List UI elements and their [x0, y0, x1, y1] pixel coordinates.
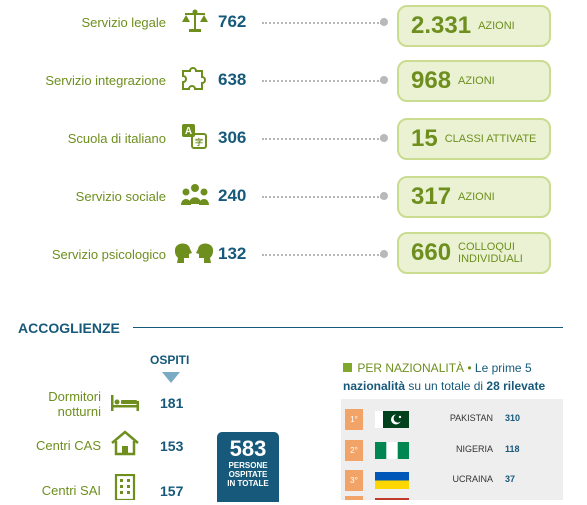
service-result-value: 2.331: [411, 12, 472, 39]
total-guests-number: 583: [229, 436, 267, 461]
service-result-unit-line1: COLLOQUI: [458, 241, 515, 253]
country-name: NIGERIA: [455, 444, 493, 454]
service-count: 306: [218, 128, 247, 147]
country-name: UCRAINA: [452, 474, 493, 484]
service-label: Servizio sociale: [75, 189, 166, 204]
country-value: 310: [505, 413, 521, 423]
connector-dot: [380, 192, 388, 200]
service-count: 132: [218, 244, 247, 263]
nationality-title: PER NAZIONALITÀ: [357, 361, 465, 375]
accommodation-label-line1: Centri SAI: [41, 483, 101, 498]
building-icon: [109, 473, 141, 502]
puzzle-icon: [180, 66, 210, 92]
service-result-box: 317 AZIONI: [397, 176, 551, 218]
nationality-text2: nazionalità: [343, 379, 406, 393]
bullet: •: [467, 361, 472, 375]
service-result-unit: AZIONI: [458, 191, 495, 203]
nationality-total: 28 rilevate: [486, 379, 546, 393]
section-divider: [133, 327, 563, 328]
accommodation-label-line2: notturni: [57, 404, 101, 419]
service-result-unit-line2: INDIVIDUALI: [458, 253, 523, 265]
service-label: Servizio psicologico: [51, 247, 166, 262]
accommodation-label: Centri CAS: [0, 438, 101, 453]
accommodation-count: 181: [160, 395, 184, 411]
rank-badge: 2°: [345, 440, 363, 461]
dotted-connector: [262, 22, 382, 24]
connector-dot: [380, 250, 388, 258]
svg-text:字: 字: [195, 137, 203, 147]
service-count: 638: [218, 70, 247, 89]
total-guests-line1: PERSONE: [228, 461, 268, 470]
service-result-value: 15: [411, 125, 438, 152]
dotted-connector: [262, 254, 382, 256]
service-result-value: 968: [411, 67, 452, 94]
rank-badge: 3°: [345, 470, 363, 491]
service-result-value: 660: [411, 239, 452, 266]
rank-badge: [345, 496, 363, 500]
service-result-box: 2.331 AZIONI: [397, 5, 551, 47]
nigeria-flag-icon: [375, 442, 409, 459]
down-arrow-icon: [162, 372, 180, 383]
total-guests-line2: OSPITATE: [228, 470, 268, 479]
service-label: Scuola di italiano: [67, 131, 166, 146]
service-result-box: 968 AZIONI: [397, 60, 551, 102]
connector-dot: [380, 134, 388, 142]
flag-icon: [375, 498, 409, 500]
heads-talking-icon: [172, 238, 216, 264]
accommodation-label: Dormitori notturni: [0, 389, 101, 419]
accommodation-label-line1: Dormitori: [48, 389, 101, 404]
service-label: Servizio integrazione: [45, 73, 166, 88]
nationality-text1: Le prime 5: [474, 361, 532, 375]
nationality-row: 1° PAKISTAN 310: [345, 409, 563, 430]
service-result-value: 317: [411, 183, 452, 210]
bed-icon: [109, 389, 141, 415]
service-result-unit: CLASSI ATTIVATE: [444, 133, 537, 145]
dotted-connector: [262, 138, 382, 140]
ukraine-flag-icon: [375, 472, 409, 489]
total-guests-box: 583 PERSONE OSPITATE IN TOTALE: [217, 432, 279, 502]
total-guests-line3: IN TOTALE: [227, 479, 269, 488]
translate-icon: A 字: [180, 122, 210, 149]
nationality-row: 2° NIGERIA 118: [345, 440, 563, 461]
nationality-text3: su un totale di: [408, 379, 484, 393]
section-title: ACCOGLIENZE: [18, 320, 120, 336]
connector-dot: [380, 76, 388, 84]
nationality-heading: PER NAZIONALITÀ • Le prime 5 nazionalità…: [343, 359, 573, 395]
accommodation-label-line1: Centri CAS: [35, 438, 101, 453]
people-group-icon: [180, 182, 210, 208]
nationality-row-partial: [345, 496, 563, 500]
scales-icon: [180, 8, 210, 34]
accommodation-label: Centri SAI: [0, 483, 101, 498]
service-result-box: 660 COLLOQUI INDIVIDUALI: [397, 232, 551, 274]
green-square-icon: [343, 363, 352, 372]
svg-text:A: A: [185, 126, 192, 137]
service-result-unit: AZIONI: [478, 20, 515, 32]
country-value: 118: [505, 444, 520, 454]
accommodation-count: 157: [160, 483, 184, 499]
house-icon: [109, 430, 141, 456]
service-label: Servizio legale: [81, 15, 166, 30]
country-value: 37: [505, 474, 516, 484]
service-count: 762: [218, 12, 247, 31]
service-result-box: 15 CLASSI ATTIVATE: [397, 118, 551, 160]
dotted-connector: [262, 196, 382, 198]
connector-dot: [380, 18, 388, 26]
service-result-unit: AZIONI: [458, 75, 495, 87]
nationality-row: 3° UCRAINA 37: [345, 470, 563, 491]
service-count: 240: [218, 186, 247, 205]
accommodation-count: 153: [160, 438, 184, 454]
dotted-connector: [262, 80, 382, 82]
rank-badge: 1°: [345, 409, 363, 430]
country-name: PAKISTAN: [449, 413, 493, 423]
pakistan-flag-icon: [375, 411, 409, 428]
ospiti-column-header: OSPITI: [150, 353, 190, 367]
